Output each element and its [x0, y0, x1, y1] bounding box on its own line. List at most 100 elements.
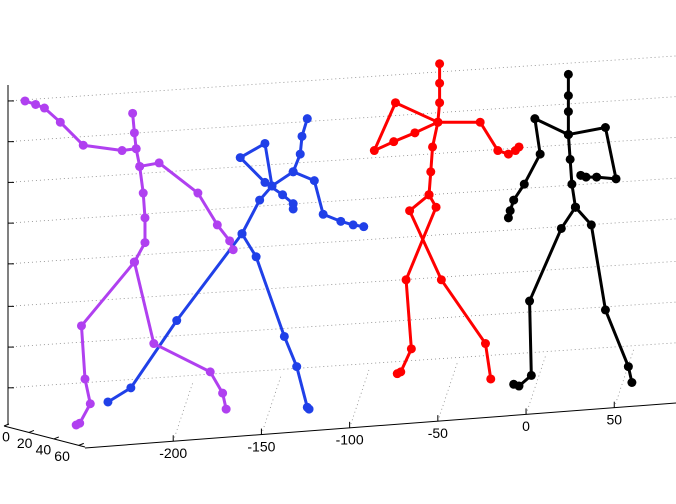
joint: [563, 130, 573, 140]
joint: [309, 176, 319, 186]
grid-line: [525, 354, 547, 415]
joint: [406, 344, 416, 354]
plot-area: [20, 59, 637, 430]
joint: [509, 379, 519, 389]
joint: [503, 213, 513, 223]
joint: [592, 172, 602, 182]
y-tick-label: 60: [54, 448, 70, 464]
x-tick-label: -150: [247, 438, 275, 454]
joint: [369, 146, 379, 156]
joint: [135, 161, 145, 171]
joint: [359, 222, 369, 232]
joint: [218, 388, 228, 398]
joint: [78, 140, 88, 150]
x-tick-label: 0: [522, 418, 530, 434]
y-tick-label: 0: [2, 429, 10, 445]
grid-line: [172, 381, 194, 442]
joint: [435, 98, 445, 108]
skeleton-limb: [396, 194, 438, 375]
grid-line: [7, 342, 676, 389]
joint: [318, 209, 328, 219]
joint: [563, 69, 573, 79]
joint: [140, 213, 150, 223]
y-tick: [78, 442, 84, 446]
joint: [475, 117, 485, 127]
joint: [431, 202, 441, 212]
joint: [71, 420, 81, 430]
joint: [279, 331, 289, 341]
skeleton-limb: [240, 232, 311, 411]
joint: [228, 245, 238, 255]
y-tick: [3, 423, 10, 427]
joint: [410, 128, 420, 138]
x-tick-label: 50: [606, 411, 622, 427]
y-tick-label: 40: [36, 442, 52, 458]
y-tick: [53, 436, 60, 440]
skeleton-limb: [574, 206, 634, 383]
joint: [600, 305, 610, 315]
joint: [570, 202, 580, 212]
joint: [260, 177, 270, 187]
joint: [401, 275, 411, 285]
joint: [514, 142, 524, 152]
joint: [225, 236, 235, 246]
joint: [424, 190, 434, 200]
joint: [260, 138, 270, 148]
grid-line: [7, 96, 676, 143]
joint: [586, 220, 596, 230]
joint: [193, 188, 203, 198]
joint: [486, 374, 496, 384]
joint: [76, 321, 86, 331]
joint: [336, 216, 346, 226]
joint: [302, 114, 312, 124]
joint: [149, 339, 159, 349]
joint: [20, 96, 30, 106]
joint: [288, 167, 298, 177]
grid-line: [437, 361, 459, 422]
joint: [392, 369, 402, 379]
joint: [80, 374, 90, 384]
y-tick-label: 20: [17, 435, 33, 451]
joint: [304, 404, 314, 414]
joint: [212, 220, 222, 230]
x-axis-line: [84, 402, 676, 449]
grid-line: [7, 55, 676, 102]
x-tick-label: -50: [428, 425, 448, 441]
joint: [129, 257, 139, 267]
joint: [426, 167, 436, 177]
grid-line: [7, 260, 676, 307]
joint: [563, 91, 573, 101]
joint: [526, 370, 536, 380]
joint: [117, 146, 127, 156]
joint: [126, 383, 136, 393]
joint: [519, 179, 529, 189]
joint: [297, 131, 307, 141]
joint: [405, 206, 415, 216]
skeleton-limb: [513, 206, 577, 388]
skeleton-limb: [437, 120, 521, 156]
joint: [55, 117, 65, 127]
joint: [131, 144, 141, 154]
x-tick-label: -100: [336, 432, 364, 448]
joint: [154, 158, 164, 168]
joint: [221, 404, 231, 414]
joint: [611, 174, 621, 184]
joint: [138, 188, 148, 198]
grid-line: [7, 301, 676, 348]
joint: [509, 195, 519, 205]
joint: [140, 238, 150, 248]
joint: [563, 107, 573, 117]
grid-line: [349, 367, 371, 428]
grid: [7, 55, 676, 442]
skeleton-limb: [408, 193, 493, 380]
skeleton-limb: [139, 161, 235, 251]
skeleton-limb: [240, 118, 309, 235]
joint: [623, 362, 633, 372]
joint: [435, 78, 445, 88]
joint: [255, 195, 265, 205]
joint: [389, 137, 399, 147]
skeleton-limb: [372, 101, 439, 153]
joint: [525, 296, 535, 306]
joint: [235, 153, 245, 163]
